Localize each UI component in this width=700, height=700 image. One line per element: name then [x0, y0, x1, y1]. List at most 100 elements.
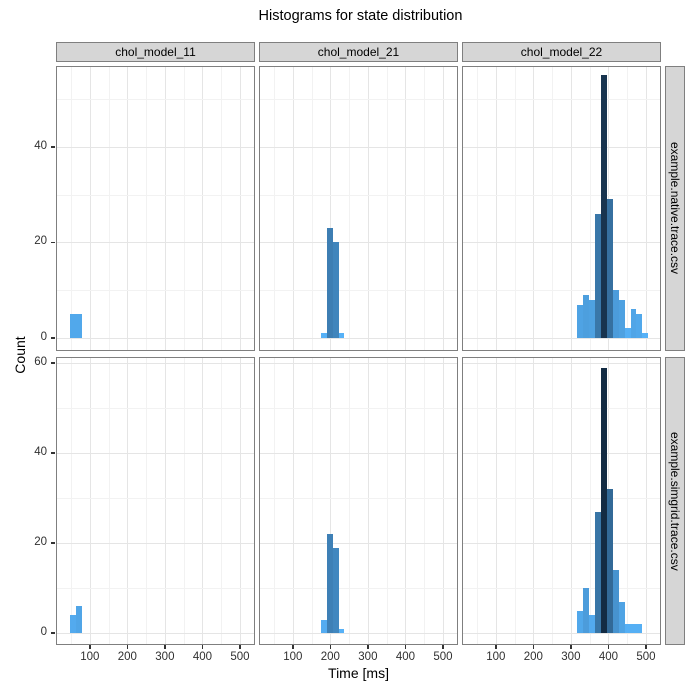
gridline-x-minor	[386, 66, 388, 351]
x-axis-title: Time [ms]	[328, 665, 389, 681]
y-tick-label: 0	[40, 331, 47, 343]
x-tick-mark	[404, 645, 407, 649]
gridline-y-major	[462, 453, 661, 454]
gridline-y-major	[259, 146, 458, 148]
histogram-bar	[326, 534, 333, 633]
gridline-x-minor	[183, 357, 185, 645]
gridline-y-major	[462, 363, 661, 364]
x-tick-label: 300	[561, 651, 581, 663]
y-tick-mark	[51, 362, 55, 364]
y-tick-label: 20	[34, 536, 47, 548]
histogram-bar	[618, 299, 625, 338]
gridline-x-major	[127, 66, 129, 351]
x-tick-mark	[126, 645, 129, 649]
gridline-x-minor	[589, 357, 591, 645]
x-tick-mark	[532, 645, 535, 649]
gridline-x-minor	[477, 66, 479, 351]
histogram-bar	[636, 624, 643, 633]
histogram-bar	[642, 333, 649, 338]
gridline-x-minor	[589, 66, 591, 351]
panel-r0-c1	[259, 66, 458, 351]
gridline-x-major	[330, 357, 332, 645]
gridline-y-major	[56, 338, 255, 339]
gridline-x-major	[495, 357, 497, 645]
gridline-x-minor	[274, 357, 276, 645]
gridline-x-minor	[108, 66, 110, 351]
histogram-bar	[624, 624, 631, 633]
x-tick-label: 400	[598, 651, 619, 663]
gridline-y-major	[259, 453, 458, 454]
gridline-x-major	[292, 66, 294, 351]
gridline-x-minor	[627, 357, 629, 645]
gridline-y-major	[462, 242, 661, 244]
histogram-bar	[338, 333, 345, 338]
histogram-bar	[76, 314, 83, 338]
x-tick-mark	[645, 645, 647, 649]
gridline-y-minor	[462, 99, 661, 100]
gridline-y-major	[56, 633, 255, 634]
histogram-bar	[624, 328, 631, 338]
histogram-bar	[332, 547, 339, 633]
gridline-y-minor	[259, 99, 458, 100]
gridline-y-minor	[259, 408, 458, 409]
gridline-y-minor	[259, 498, 458, 499]
gridline-x-major	[367, 66, 369, 351]
gridline-x-minor	[71, 357, 73, 645]
gridline-y-major	[56, 363, 255, 364]
x-tick-mark	[442, 645, 444, 649]
y-tick-label: 60	[34, 356, 47, 368]
gridline-x-major	[89, 357, 91, 645]
gridline-x-minor	[349, 66, 351, 351]
gridline-y-minor	[462, 498, 661, 499]
gridline-x-minor	[311, 357, 313, 645]
x-tick-mark	[495, 645, 497, 649]
facet-row-label: example.simgrid.trace.csv	[668, 431, 682, 571]
x-tick-mark	[570, 645, 572, 649]
x-tick-mark	[607, 645, 610, 649]
panel-r0-c2	[462, 66, 661, 351]
x-tick-mark	[164, 645, 166, 649]
gridline-x-major	[89, 66, 91, 351]
y-tick-mark	[51, 146, 55, 148]
x-tick-label: 200	[117, 651, 137, 663]
histogram-bar	[618, 601, 625, 633]
facet-col-label: chol_model_21	[317, 45, 400, 59]
facet-row-strip: example.simgrid.trace.csv	[665, 357, 685, 645]
gridline-x-minor	[552, 357, 554, 645]
x-tick-mark	[89, 645, 91, 649]
histogram-bar	[612, 570, 619, 633]
gridline-x-minor	[349, 357, 351, 645]
gridline-x-major	[292, 357, 294, 645]
gridline-x-major	[442, 357, 444, 645]
gridline-y-minor	[259, 290, 458, 292]
x-tick-label: 500	[636, 651, 656, 663]
chart-title: Histograms for state distribution	[258, 8, 463, 24]
histogram-bar	[577, 610, 584, 633]
histogram-bar	[600, 367, 607, 633]
gridline-y-major	[56, 453, 255, 454]
facet-row-strip: example.native.trace.csv	[665, 66, 685, 351]
gridline-x-minor	[424, 66, 426, 351]
gridline-y-major	[259, 363, 458, 364]
gridline-x-minor	[221, 66, 223, 351]
x-tick-label: 200	[320, 651, 340, 663]
histogram-bar	[76, 606, 83, 633]
x-tick-mark	[292, 645, 294, 649]
gridline-x-major	[405, 66, 407, 351]
gridline-y-major	[56, 543, 255, 544]
gridline-y-minor	[56, 498, 255, 499]
gridline-y-minor	[462, 588, 661, 589]
gridline-x-major	[645, 357, 647, 645]
gridline-x-major	[164, 357, 166, 645]
gridline-y-major	[259, 338, 458, 339]
panel-r0-c0	[56, 66, 255, 351]
gridline-y-major	[259, 242, 458, 244]
x-tick-label: 300	[358, 651, 378, 663]
gridline-y-minor	[56, 408, 255, 409]
gridline-y-minor	[259, 194, 458, 196]
x-tick-label: 200	[523, 651, 543, 663]
gridline-x-major	[533, 357, 535, 645]
gridline-y-minor	[56, 290, 255, 292]
gridline-x-minor	[477, 357, 479, 645]
histogram-bar	[338, 628, 345, 633]
